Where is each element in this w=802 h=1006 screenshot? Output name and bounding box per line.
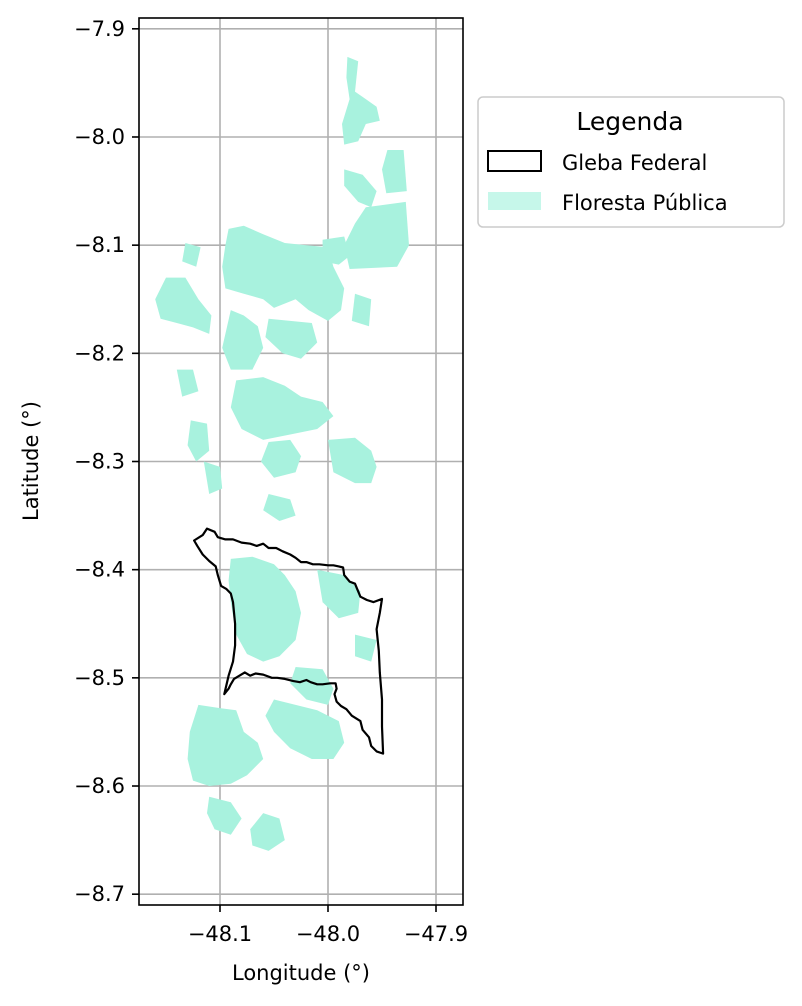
y-tick-label-2: −8.1 — [74, 233, 125, 257]
forest-parcel-22 — [187, 704, 264, 786]
y-axis-title: Latitude (°) — [19, 401, 43, 521]
x-tick-label-2: −47.9 — [404, 922, 468, 946]
forest-parcel-9 — [222, 310, 264, 370]
forest-parcel-14 — [261, 439, 301, 478]
legend: Legenda Gleba Federal Floresta Pública — [477, 96, 785, 228]
legend-label-floresta: Floresta Pública — [562, 191, 728, 215]
forest-parcel-10 — [351, 293, 372, 327]
y-tick-label-5: −8.4 — [74, 558, 125, 582]
legend-label-gleba: Gleba Federal — [562, 151, 707, 175]
forest-parcel-1 — [382, 150, 407, 194]
x-axis-ticks: −48.1 −48.0 −47.9 — [188, 905, 468, 946]
forest-parcel-3 — [344, 201, 409, 269]
forest-parcel-16 — [263, 494, 296, 521]
forest-parcel-17 — [203, 461, 223, 494]
forest-parcel-23 — [265, 699, 345, 759]
floresta-publica-layer — [155, 56, 409, 851]
x-tick-label-1: −48.0 — [296, 922, 360, 946]
y-tick-label-1: −8.0 — [74, 125, 125, 149]
y-tick-label-0: −7.9 — [74, 17, 125, 41]
forest-parcel-21 — [290, 667, 334, 705]
forest-parcel-12 — [176, 369, 199, 397]
forest-parcel-7 — [155, 277, 212, 334]
y-tick-label-7: −8.6 — [74, 774, 125, 798]
gleba-federal-outline — [193, 527, 385, 755]
forest-parcel-2 — [344, 169, 377, 208]
forest-parcel-13 — [328, 437, 377, 484]
y-tick-label-4: −8.3 — [74, 450, 125, 474]
legend-swatch-gleba — [487, 150, 542, 172]
legend-swatch-floresta — [488, 192, 541, 210]
legend-title: Legenda — [576, 107, 683, 136]
forest-parcel-0 — [342, 56, 380, 145]
forest-parcel-11 — [230, 377, 334, 440]
forest-parcel-18 — [228, 556, 301, 662]
y-tick-label-8: −8.7 — [74, 882, 125, 906]
y-tick-label-6: −8.5 — [74, 666, 125, 690]
forest-parcel-6 — [182, 243, 201, 267]
y-axis-ticks: −7.9 −8.0 −8.1 −8.2 −8.3 −8.4 −8.5 −8.6 −8.7 — [74, 17, 139, 906]
gleba-federal-layer — [193, 527, 385, 755]
forest-parcel-8 — [265, 318, 318, 359]
forest-parcel-20 — [355, 634, 377, 662]
legend-box — [477, 96, 785, 228]
forest-parcel-5 — [222, 225, 345, 321]
y-tick-label-3: −8.2 — [74, 341, 125, 365]
forest-parcel-15 — [187, 420, 210, 462]
forest-parcel-24 — [207, 796, 242, 835]
x-axis-title: Longitude (°) — [232, 961, 370, 985]
x-tick-label-0: −48.1 — [188, 922, 252, 946]
forest-parcel-25 — [250, 813, 285, 851]
